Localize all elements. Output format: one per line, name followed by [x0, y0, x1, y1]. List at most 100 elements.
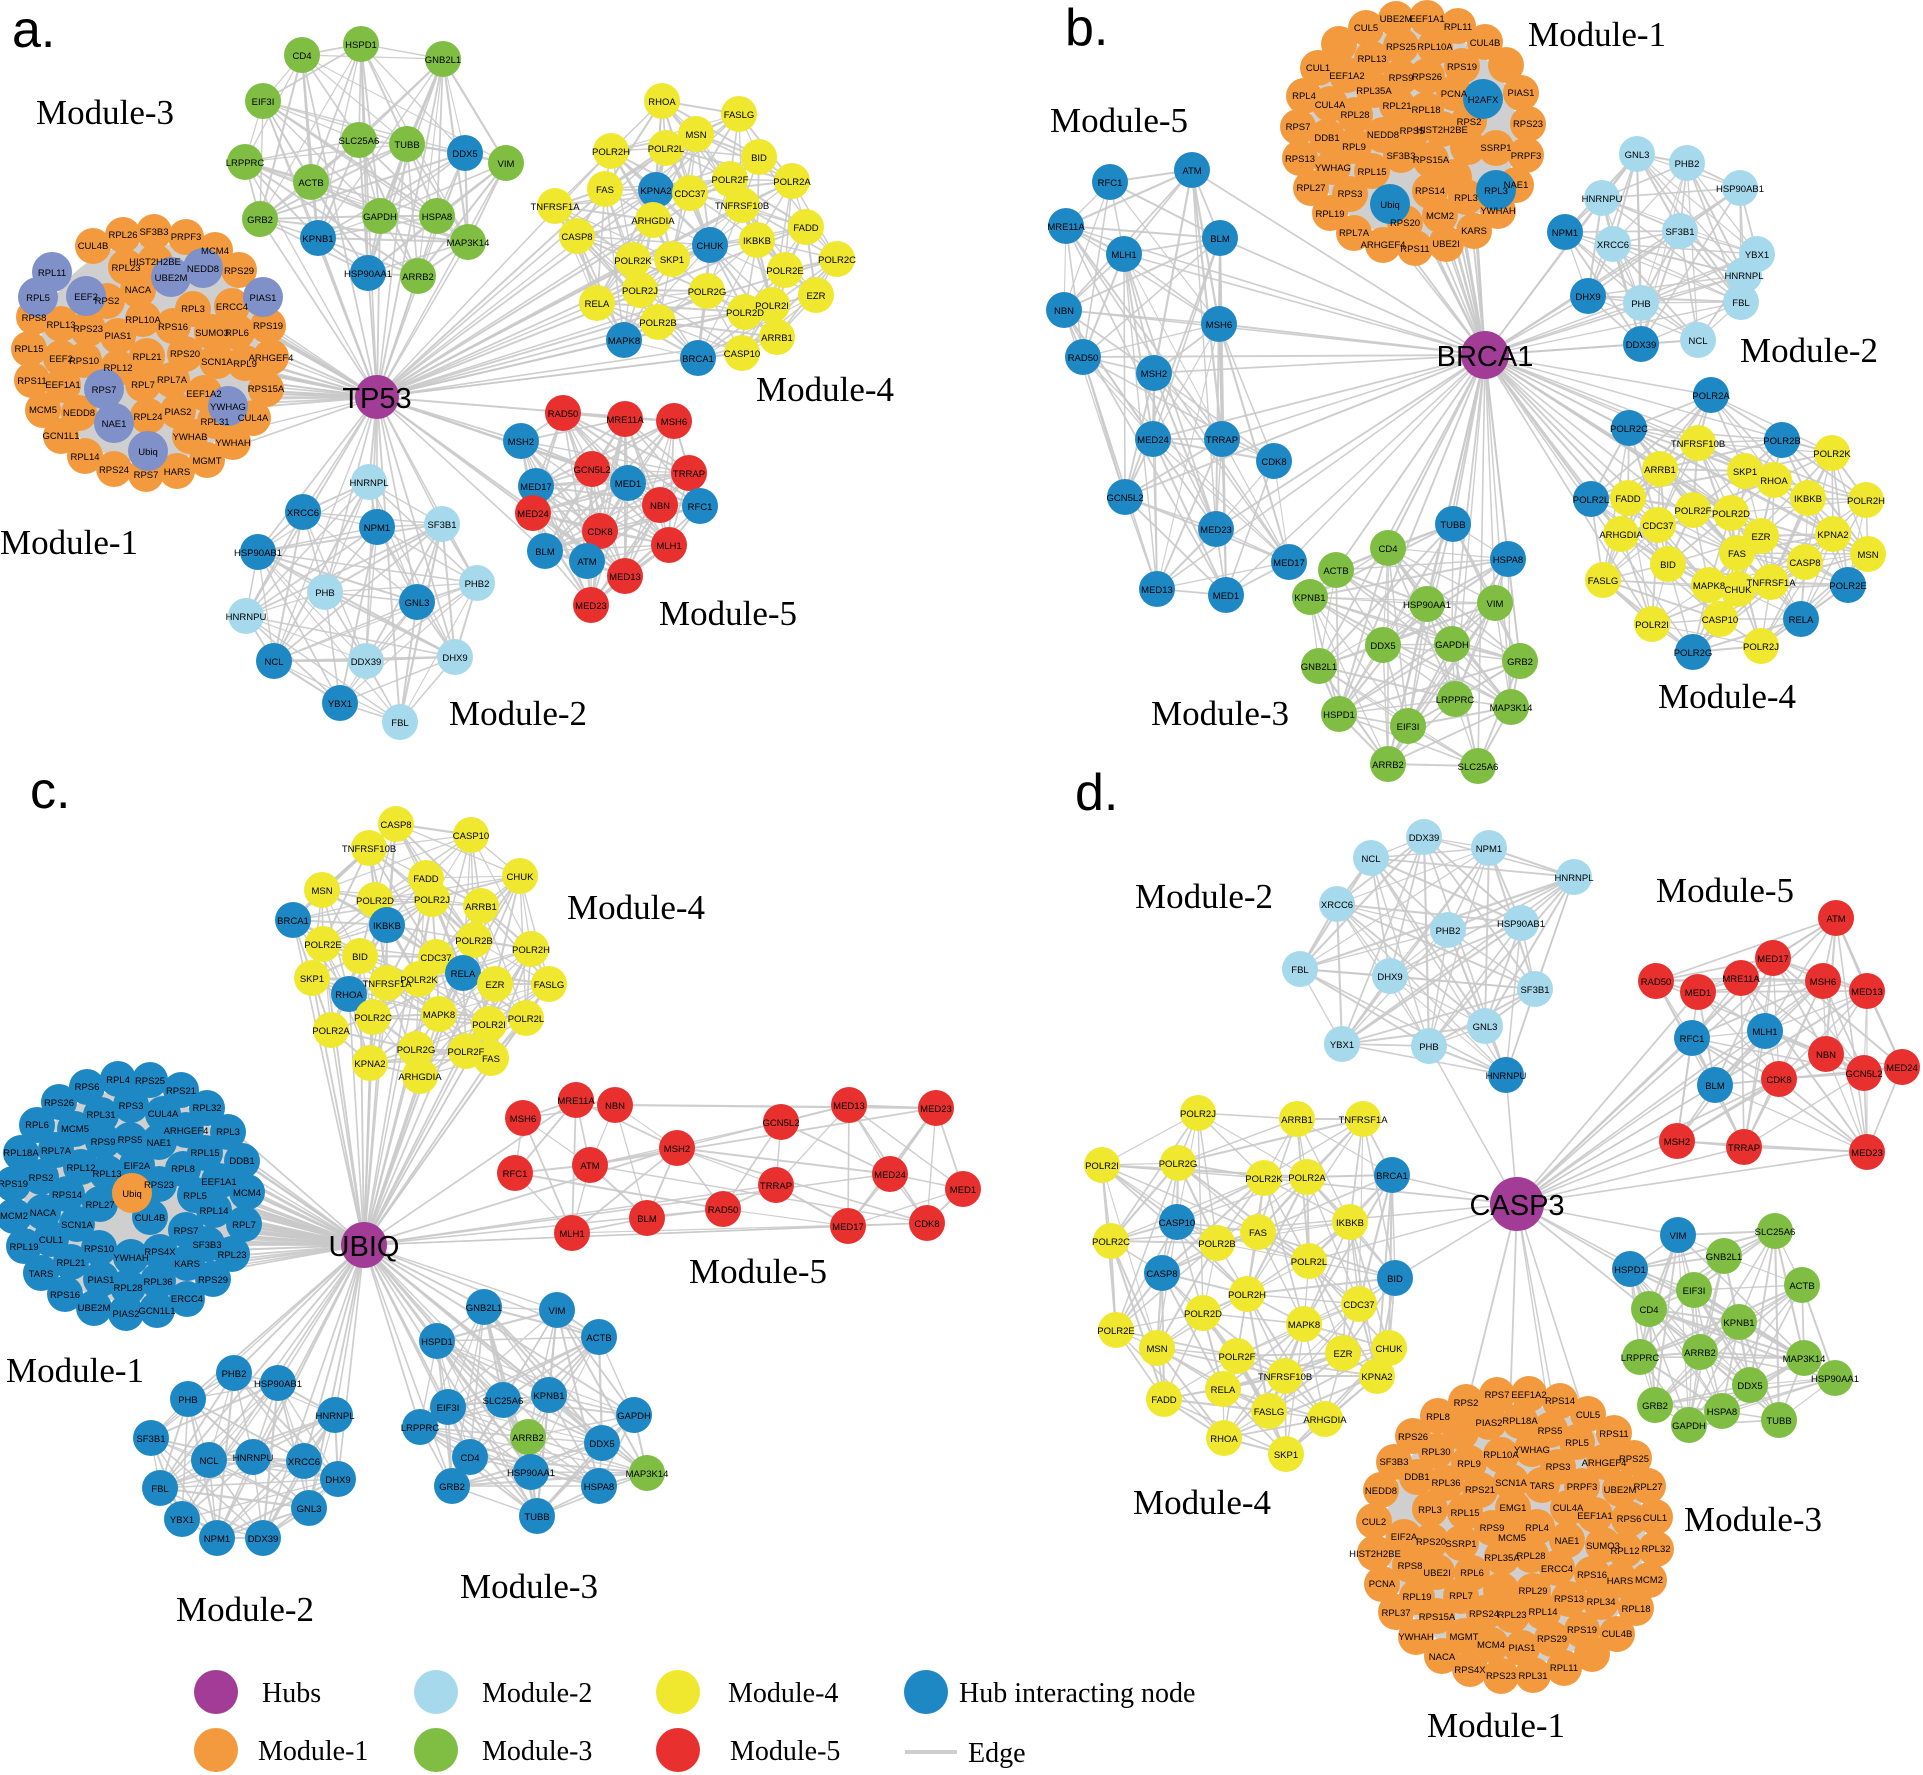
svg-text:RPS14: RPS14: [1415, 186, 1445, 197]
svg-text:CD4: CD4: [292, 51, 311, 62]
svg-text:POLR2I: POLR2I: [755, 301, 789, 312]
svg-text:RPL27: RPL27: [1633, 1482, 1662, 1493]
svg-text:FASLG: FASLG: [724, 110, 755, 121]
svg-text:ARRB2: ARRB2: [512, 1433, 544, 1444]
svg-text:GCN5L2: GCN5L2: [574, 465, 611, 476]
svg-text:PIAS2: PIAS2: [165, 407, 192, 418]
svg-text:RPL12: RPL12: [103, 363, 132, 374]
svg-text:NAE1: NAE1: [102, 419, 127, 430]
svg-text:EIF3I: EIF3I: [1683, 1286, 1706, 1297]
svg-text:YWHAG: YWHAG: [1315, 163, 1351, 174]
svg-text:RPL10A: RPL10A: [1417, 42, 1453, 53]
svg-text:GAPDH: GAPDH: [1672, 1421, 1706, 1432]
svg-text:RFC1: RFC1: [1098, 178, 1123, 189]
svg-text:YWHAB: YWHAB: [173, 432, 208, 443]
svg-text:RPS11: RPS11: [1599, 1429, 1628, 1440]
svg-text:EZR: EZR: [1334, 1349, 1353, 1360]
svg-text:HSP90AB1: HSP90AB1: [254, 1379, 302, 1390]
svg-text:RPL21: RPL21: [56, 1258, 85, 1269]
svg-text:GAPDH: GAPDH: [363, 212, 397, 223]
svg-text:KARS: KARS: [174, 1259, 200, 1270]
svg-text:PRPF3: PRPF3: [1567, 1482, 1598, 1493]
svg-text:MED24: MED24: [874, 1170, 906, 1181]
svg-text:Module-4: Module-4: [756, 370, 894, 409]
svg-text:BID: BID: [1387, 1274, 1403, 1285]
svg-text:Module-1: Module-1: [258, 1736, 368, 1767]
svg-text:TUBB: TUBB: [394, 140, 419, 151]
svg-text:TNFRSF1A: TNFRSF1A: [1338, 1115, 1388, 1126]
svg-text:MED24: MED24: [1137, 435, 1169, 446]
svg-text:SSRP1: SSRP1: [1480, 143, 1511, 154]
svg-text:MSH2: MSH2: [664, 1144, 690, 1155]
svg-text:VIM: VIM: [1487, 599, 1504, 610]
svg-text:HNRNPL: HNRNPL: [315, 1411, 354, 1422]
svg-text:EEF1A2: EEF1A2: [1511, 1390, 1546, 1401]
svg-text:GCN5L2: GCN5L2: [763, 1118, 800, 1129]
svg-text:RPL6: RPL6: [25, 1120, 49, 1131]
svg-text:MSH6: MSH6: [510, 1114, 536, 1125]
svg-text:RPS19: RPS19: [253, 321, 283, 332]
svg-text:DDX39: DDX39: [351, 657, 382, 668]
svg-text:TP53: TP53: [342, 383, 411, 415]
svg-text:RPS5: RPS5: [118, 1135, 143, 1146]
svg-text:H2AFX: H2AFX: [1468, 95, 1499, 106]
svg-text:MSN: MSN: [1857, 550, 1878, 561]
svg-text:Module-2: Module-2: [176, 1590, 314, 1629]
svg-text:BRCA1: BRCA1: [1376, 1171, 1408, 1182]
svg-text:RPS26: RPS26: [1398, 1432, 1428, 1443]
svg-text:GNB2L1: GNB2L1: [466, 1303, 502, 1314]
svg-text:RPS4X: RPS4X: [1454, 1665, 1486, 1676]
svg-text:DDX39: DDX39: [248, 1534, 279, 1545]
svg-text:RPL18A: RPL18A: [3, 1148, 39, 1159]
svg-text:RFC1: RFC1: [503, 1169, 528, 1180]
svg-text:LRPPRC: LRPPRC: [401, 1423, 440, 1434]
svg-text:BLM: BLM: [637, 1214, 657, 1225]
svg-text:YWHAH: YWHAH: [1398, 1632, 1434, 1643]
svg-text:RPL31: RPL31: [86, 1110, 115, 1121]
svg-text:POLR2L: POLR2L: [1291, 1257, 1327, 1268]
svg-text:POLR2K: POLR2K: [614, 256, 652, 267]
svg-text:MED1: MED1: [950, 1185, 976, 1196]
svg-text:RPL3: RPL3: [216, 1127, 240, 1138]
svg-text:RPL7A: RPL7A: [1339, 228, 1370, 239]
svg-text:POLR2C: POLR2C: [1092, 1237, 1130, 1248]
svg-text:MSH6: MSH6: [1810, 977, 1836, 988]
svg-text:EZR: EZR: [486, 980, 505, 991]
svg-text:RPL18: RPL18: [1411, 105, 1440, 116]
svg-text:ARRB2: ARRB2: [1684, 1348, 1716, 1359]
svg-text:RPL4: RPL4: [1525, 1523, 1549, 1534]
svg-text:POLR2F: POLR2F: [1219, 1352, 1256, 1363]
svg-text:POLR2L: POLR2L: [508, 1014, 544, 1025]
svg-text:RPL18: RPL18: [1621, 1604, 1650, 1615]
svg-text:CDK8: CDK8: [1766, 1075, 1791, 1086]
svg-text:NEDD8: NEDD8: [187, 264, 219, 275]
svg-text:POLR2A: POLR2A: [773, 177, 811, 188]
svg-text:POLR2B: POLR2B: [455, 936, 493, 947]
svg-text:YWHAH: YWHAH: [215, 438, 251, 449]
svg-text:RPS7: RPS7: [1485, 1390, 1510, 1401]
svg-text:RPS9: RPS9: [1480, 1523, 1505, 1534]
svg-text:RHOA: RHOA: [1760, 476, 1788, 487]
svg-text:KPNA2: KPNA2: [640, 186, 671, 197]
svg-text:SF3B3: SF3B3: [1379, 1457, 1408, 1468]
svg-text:MED1: MED1: [615, 479, 641, 490]
svg-text:PIAS1: PIAS1: [88, 1275, 115, 1286]
svg-text:NCL: NCL: [264, 657, 283, 668]
svg-text:GRB2: GRB2: [1642, 1401, 1668, 1412]
svg-text:ARRB1: ARRB1: [1281, 1115, 1313, 1126]
svg-text:HSP90AB1: HSP90AB1: [1497, 919, 1545, 930]
svg-text:RPS25: RPS25: [1386, 42, 1416, 53]
svg-text:HSPD1: HSPD1: [1614, 1265, 1646, 1276]
svg-text:SF3B3: SF3B3: [1386, 151, 1415, 162]
svg-text:MCM2: MCM2: [1426, 211, 1454, 222]
svg-text:CDC37: CDC37: [1642, 521, 1673, 532]
svg-text:RPL19: RPL19: [1315, 209, 1344, 220]
svg-text:RPL28: RPL28: [113, 1283, 142, 1294]
svg-text:MAPK8: MAPK8: [423, 1010, 455, 1021]
svg-text:NACA: NACA: [30, 1208, 57, 1219]
svg-text:RPS25: RPS25: [1619, 1454, 1649, 1465]
svg-text:TUBB: TUBB: [1440, 520, 1465, 531]
svg-text:MRE11A: MRE11A: [1722, 974, 1760, 985]
svg-text:NAE1: NAE1: [1504, 180, 1529, 191]
svg-text:RPL13: RPL13: [46, 320, 75, 331]
